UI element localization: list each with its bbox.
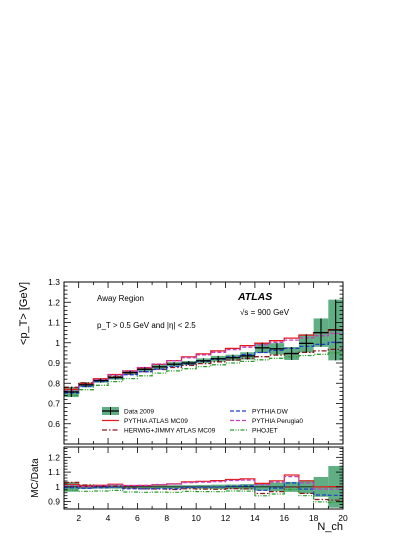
- legend-label: Data 2009: [124, 408, 154, 415]
- ratio-y-ticks: 0.9 1 1.1 1.2: [48, 448, 343, 508]
- legend-label: PYTHIA Perugia0: [252, 418, 303, 425]
- legend-label: PYTHIA ATLAS MC09: [124, 418, 188, 425]
- y-tick-label: 0.8: [48, 378, 60, 388]
- y-tick-label: 0.9: [48, 358, 60, 368]
- ratio-series-line: [64, 474, 343, 488]
- ratio-series-line: [64, 488, 343, 504]
- y-tick-label: 1.2: [48, 297, 60, 307]
- series-line: [64, 332, 343, 392]
- x-tick-label: 8: [164, 513, 169, 523]
- region-label: Away Region: [97, 294, 144, 303]
- y-tick-label: 0.9: [48, 497, 60, 507]
- ratio-series-layer: [64, 474, 343, 504]
- y-tick-label: 1.1: [48, 467, 60, 477]
- energy-label: √s = 900 GeV: [240, 308, 290, 317]
- x-tick-label: 14: [250, 513, 260, 523]
- main-panel: 0.6 0.7 0.8 0.9 1 1.1 1.2 1.3 <p_T> [GeV] Away …: [18, 277, 344, 445]
- x-tick-label: 4: [106, 513, 111, 523]
- experiment-label: ATLAS: [237, 291, 272, 303]
- main-uncertainty-band: [64, 299, 343, 398]
- y-tick-label: 1.1: [48, 318, 60, 328]
- main-x-ticks: [63, 282, 344, 444]
- x-tick-label: 6: [135, 513, 140, 523]
- x-axis-label: N_ch: [317, 521, 343, 533]
- ratio-panel: 0.9 1 1.1 1.2 2 4 6 8 10 12 14 16 18 20 MC/Data N_ch: [30, 446, 348, 533]
- ratio-y-axis-label: MC/Data: [30, 458, 41, 498]
- ratio-series-line: [64, 481, 343, 501]
- y-tick-label: 1.2: [48, 452, 60, 462]
- legend-label: PYTHIA DW: [252, 408, 289, 415]
- main-y-ticks: 0.6 0.7 0.8 0.9 1 1.1 1.2 1.3: [48, 277, 343, 445]
- legend-label: PHOJET: [252, 427, 278, 434]
- x-tick-label: 2: [76, 513, 81, 523]
- y-tick-label: 0.6: [48, 419, 60, 429]
- y-tick-label: 0.7: [48, 399, 60, 409]
- legend-label: HERWIG+JIMMY ATLAS MC09: [124, 427, 216, 434]
- y-tick-label: 1: [55, 482, 60, 492]
- ratio-x-ticks: 2 4 6 8 10 12 14 16 18 20: [63, 447, 348, 523]
- main-data-points: [64, 299, 343, 398]
- cuts-label: p_T > 0.5 GeV and |η| < 2.5: [97, 321, 196, 330]
- main-y-axis-label: <p_T> [GeV]: [18, 282, 30, 345]
- legend: Data 2009 PYTHIA ATLAS MC09 HERWIG+JIMMY A…: [102, 407, 303, 434]
- ratio-plot-frame: [63, 446, 344, 510]
- x-tick-label: 10: [191, 513, 201, 523]
- y-tick-label: 1.3: [48, 277, 60, 287]
- x-tick-label: 18: [309, 513, 319, 523]
- x-tick-label: 16: [280, 513, 290, 523]
- ratio-series-line: [64, 476, 343, 490]
- y-tick-label: 1: [55, 338, 60, 348]
- series-line: [64, 352, 343, 397]
- x-tick-label: 12: [221, 513, 231, 523]
- ratio-series-line: [64, 482, 343, 496]
- x-tick-label: 20: [338, 513, 348, 523]
